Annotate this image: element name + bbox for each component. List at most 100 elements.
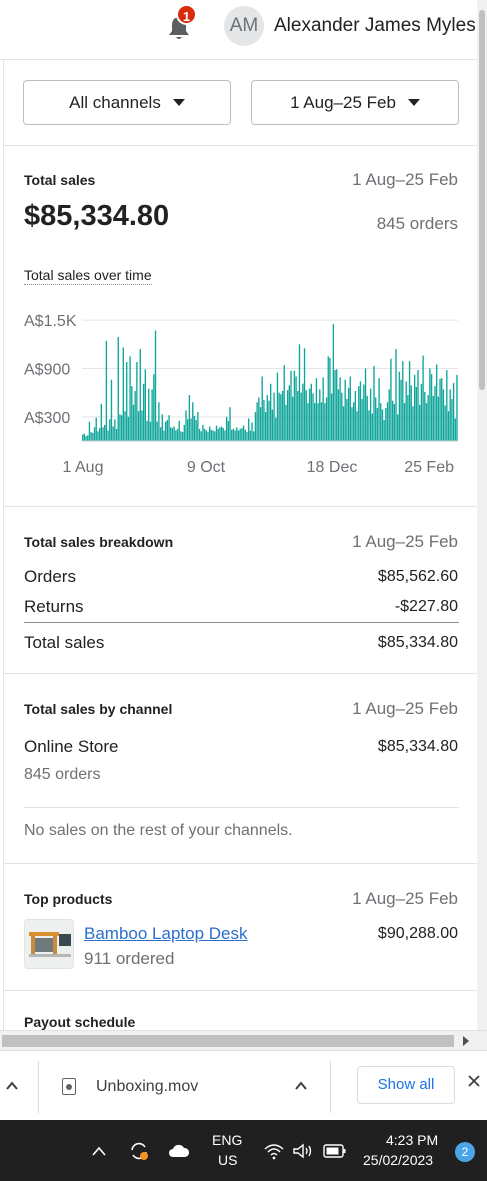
chart-bar[interactable] bbox=[214, 431, 216, 441]
chart-bar[interactable] bbox=[220, 426, 223, 441]
chart-bar[interactable] bbox=[391, 400, 394, 441]
chart-bar[interactable] bbox=[139, 349, 141, 441]
chart-bar[interactable] bbox=[322, 377, 324, 441]
chart-bar[interactable] bbox=[180, 431, 182, 441]
chart-bar[interactable] bbox=[439, 378, 441, 441]
chart-bar[interactable] bbox=[259, 407, 262, 441]
chart-bar[interactable] bbox=[98, 428, 101, 441]
chart-bar[interactable] bbox=[92, 432, 94, 441]
chart-bar[interactable] bbox=[349, 376, 351, 441]
chart-bar[interactable] bbox=[225, 416, 228, 441]
chart-bar[interactable] bbox=[376, 407, 379, 441]
chart-bar[interactable] bbox=[134, 391, 136, 441]
chart-bar[interactable] bbox=[241, 428, 243, 441]
chart-bar[interactable] bbox=[119, 414, 121, 441]
chart-bar[interactable] bbox=[237, 430, 240, 441]
chart-bar[interactable] bbox=[192, 402, 194, 441]
chart-bar[interactable] bbox=[430, 374, 433, 441]
chart-bar[interactable] bbox=[236, 427, 238, 441]
chart-bar[interactable] bbox=[375, 397, 377, 441]
chart-bar[interactable] bbox=[442, 389, 445, 441]
chart-bar[interactable] bbox=[293, 370, 296, 441]
chart-bar[interactable] bbox=[227, 420, 230, 441]
vertical-scroll-thumb[interactable] bbox=[479, 10, 485, 390]
chart-bar[interactable] bbox=[456, 374, 458, 441]
chart-bar[interactable] bbox=[434, 386, 436, 441]
chart-bar[interactable] bbox=[95, 417, 97, 441]
chart-bar[interactable] bbox=[393, 403, 395, 441]
chart-bar[interactable] bbox=[190, 418, 192, 441]
chart-bar[interactable] bbox=[371, 413, 373, 441]
chart-bar[interactable] bbox=[114, 419, 116, 441]
chart-bar[interactable] bbox=[104, 424, 106, 441]
chart-bar[interactable] bbox=[275, 417, 277, 441]
chart-bar[interactable] bbox=[383, 420, 385, 441]
horizontal-scroll-thumb[interactable] bbox=[2, 1035, 454, 1047]
chart-title[interactable]: Total sales over time bbox=[24, 267, 152, 285]
scroll-right-arrow-icon[interactable] bbox=[463, 1036, 469, 1046]
chart-bar[interactable] bbox=[207, 432, 209, 441]
chart-bar[interactable] bbox=[380, 403, 382, 441]
chart-bar[interactable] bbox=[185, 410, 187, 441]
chart-bar[interactable] bbox=[256, 402, 258, 441]
chart-bar[interactable] bbox=[209, 426, 211, 441]
date-range-button[interactable]: 1 Aug–25 Feb bbox=[251, 80, 459, 125]
chart-bar[interactable] bbox=[175, 430, 177, 441]
chart-bar[interactable] bbox=[412, 406, 414, 441]
chart-bar[interactable] bbox=[258, 397, 260, 441]
wifi-icon[interactable] bbox=[263, 1142, 285, 1160]
product-link[interactable]: Bamboo Laptop Desk bbox=[84, 924, 248, 943]
chart-bar[interactable] bbox=[193, 416, 196, 441]
chart-bar[interactable] bbox=[329, 357, 331, 441]
chart-bar[interactable] bbox=[219, 427, 221, 441]
chart-bar[interactable] bbox=[325, 397, 328, 441]
chart-bar[interactable] bbox=[270, 383, 272, 441]
chart-bar[interactable] bbox=[215, 425, 218, 441]
chart-bar[interactable] bbox=[107, 430, 109, 441]
chart-bar[interactable] bbox=[231, 429, 233, 441]
chart-bar[interactable] bbox=[352, 402, 355, 441]
chart-bar[interactable] bbox=[390, 358, 392, 441]
chart-bar[interactable] bbox=[342, 406, 345, 441]
chart-bar[interactable] bbox=[173, 426, 175, 441]
chart-bar[interactable] bbox=[200, 431, 202, 441]
chart-bar[interactable] bbox=[400, 379, 402, 441]
chevron-up-icon[interactable] bbox=[295, 1081, 307, 1091]
chart-bar[interactable] bbox=[158, 402, 160, 441]
chart-bar[interactable] bbox=[203, 428, 206, 441]
chart-bar[interactable] bbox=[88, 421, 91, 441]
chart-bar[interactable] bbox=[198, 428, 201, 441]
chart-bar[interactable] bbox=[171, 428, 174, 441]
chart-bar[interactable] bbox=[247, 418, 250, 441]
chart-bar[interactable] bbox=[159, 427, 162, 441]
chart-bar[interactable] bbox=[341, 392, 343, 441]
chart-bar[interactable] bbox=[146, 420, 148, 441]
chart-bar[interactable] bbox=[187, 419, 189, 441]
chart-bar[interactable] bbox=[359, 381, 362, 441]
download-file-name[interactable]: Unboxing.mov bbox=[96, 1078, 199, 1095]
chart-bar[interactable] bbox=[420, 383, 423, 441]
chart-bar[interactable] bbox=[285, 404, 287, 441]
chart-bar[interactable] bbox=[354, 391, 357, 441]
chart-bar[interactable] bbox=[330, 393, 333, 441]
horizontal-scrollbar[interactable] bbox=[0, 1030, 487, 1050]
chart-bar[interactable] bbox=[447, 411, 450, 441]
chart-bar[interactable] bbox=[283, 365, 285, 441]
chart-bar[interactable] bbox=[85, 436, 87, 441]
chart-bar[interactable] bbox=[115, 428, 118, 441]
chart-bar[interactable] bbox=[378, 378, 380, 441]
chart-bar[interactable] bbox=[358, 386, 360, 441]
chart-bar[interactable] bbox=[205, 430, 207, 441]
chart-bar[interactable] bbox=[161, 414, 163, 441]
vertical-scrollbar[interactable] bbox=[477, 0, 487, 1030]
chart-bar[interactable] bbox=[419, 404, 421, 441]
chart-bar[interactable] bbox=[163, 430, 165, 441]
chart-bar[interactable] bbox=[82, 434, 84, 441]
chart-bar[interactable] bbox=[319, 389, 321, 441]
channel-filter-button[interactable]: All channels bbox=[23, 80, 231, 125]
chart-bar[interactable] bbox=[315, 378, 318, 441]
chart-bar[interactable] bbox=[164, 421, 167, 441]
chart-bar[interactable] bbox=[112, 426, 114, 441]
chart-bar[interactable] bbox=[90, 432, 92, 441]
chart-bar[interactable] bbox=[437, 396, 440, 441]
